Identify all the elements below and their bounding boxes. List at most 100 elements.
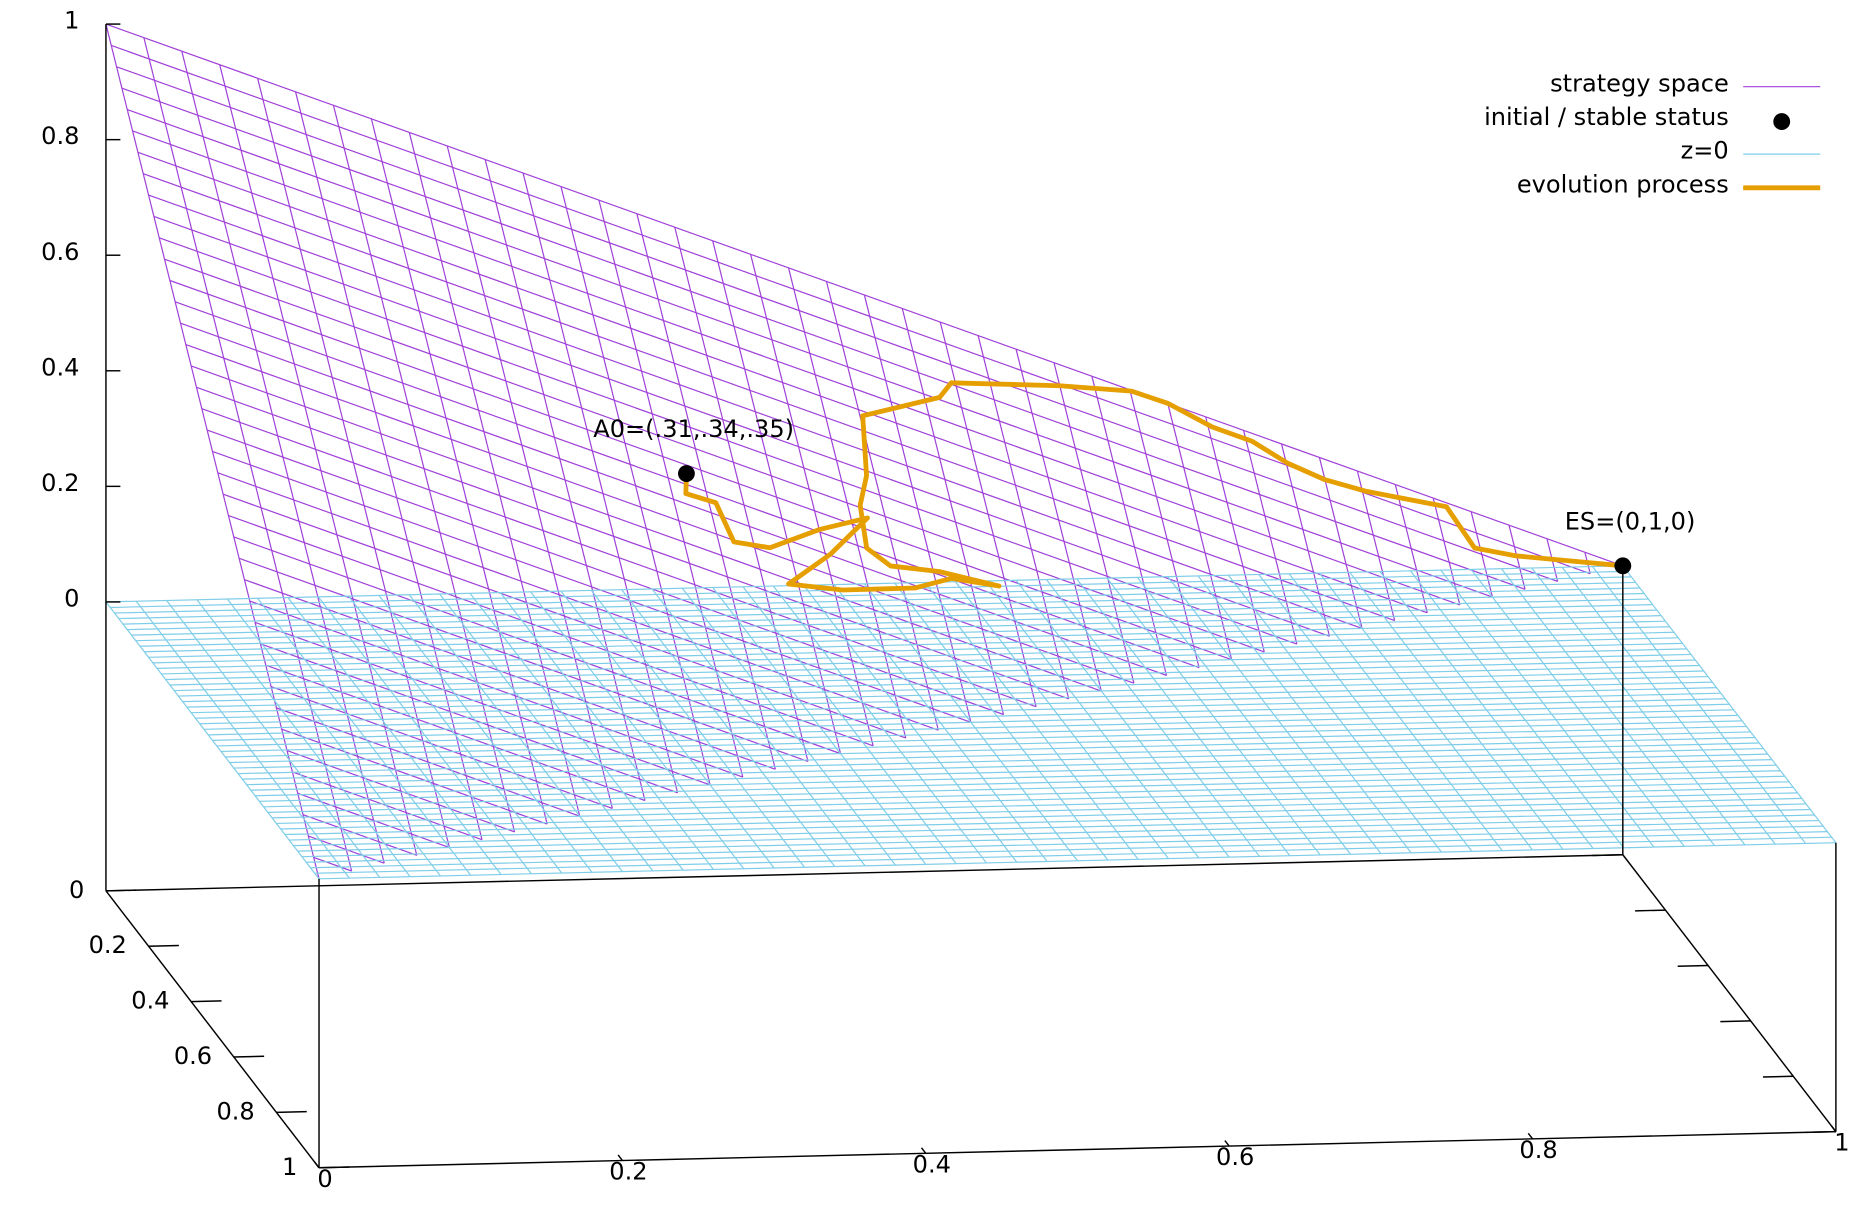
surface-mesh bbox=[196, 386, 1069, 700]
surface-mesh bbox=[901, 308, 1005, 715]
z-tick-label: 1 bbox=[64, 7, 79, 35]
z-tick-label: 0.6 bbox=[41, 238, 79, 266]
y-tick bbox=[191, 1000, 222, 1003]
plane-mesh bbox=[250, 753, 1768, 791]
plane-mesh bbox=[233, 731, 1751, 769]
plane-mesh bbox=[1045, 579, 1260, 857]
surface-mesh bbox=[297, 792, 450, 849]
y-tick-label: 0.6 bbox=[174, 1042, 212, 1070]
plane-mesh bbox=[1227, 574, 1442, 853]
plane-mesh bbox=[284, 797, 1802, 836]
plane-mesh bbox=[280, 792, 1798, 830]
plane-mesh bbox=[263, 770, 1781, 808]
plane-mesh bbox=[1379, 571, 1594, 849]
y-tick bbox=[1762, 1075, 1794, 1078]
plane-mesh bbox=[1500, 568, 1716, 846]
plane-mesh bbox=[1440, 569, 1655, 848]
x-tick-label: 0.8 bbox=[1519, 1136, 1557, 1164]
surface-mesh bbox=[233, 536, 841, 755]
surface-mesh bbox=[522, 172, 679, 793]
surface-mesh bbox=[206, 429, 1004, 716]
plane-mesh bbox=[1561, 566, 1776, 845]
plane-mesh bbox=[954, 581, 1169, 859]
plane-mesh bbox=[276, 786, 1794, 825]
z-tick-label: 0.2 bbox=[41, 469, 79, 497]
y-tick bbox=[319, 1166, 350, 1169]
x-tick bbox=[1831, 1125, 1837, 1133]
surface-mesh bbox=[1280, 443, 1331, 637]
status-point bbox=[678, 465, 695, 482]
plane-mesh bbox=[216, 709, 1734, 747]
surface-mesh bbox=[1015, 348, 1102, 692]
surface-mesh bbox=[185, 344, 1135, 684]
plane-mesh bbox=[267, 775, 1785, 813]
plane-mesh bbox=[319, 842, 1836, 880]
box-edge bbox=[105, 854, 1623, 892]
z-tick-label: 0 bbox=[64, 585, 79, 613]
surface-mesh bbox=[863, 294, 972, 723]
plane-mesh bbox=[1258, 574, 1473, 852]
box-edge bbox=[1622, 854, 1837, 1133]
box-edge bbox=[105, 890, 320, 1169]
y-tick-label: 0 bbox=[69, 876, 84, 904]
plane-mesh bbox=[229, 725, 1747, 764]
surface-mesh bbox=[1356, 470, 1396, 621]
surface-mesh bbox=[132, 130, 1461, 606]
y-tick bbox=[148, 944, 179, 947]
surface-mesh bbox=[244, 579, 776, 770]
plane-mesh bbox=[220, 714, 1738, 753]
plane-mesh bbox=[310, 831, 1828, 869]
plane-mesh bbox=[1167, 576, 1382, 854]
legend-label: initial / stable status bbox=[1484, 103, 1729, 131]
plane-mesh bbox=[242, 742, 1760, 780]
y-tick bbox=[1592, 854, 1623, 857]
surface-mesh bbox=[1243, 430, 1298, 645]
plane-mesh bbox=[1076, 578, 1291, 857]
plane-mesh bbox=[238, 736, 1755, 775]
surface-mesh bbox=[180, 322, 1167, 676]
surface-mesh bbox=[598, 199, 744, 778]
x-tick-label: 0 bbox=[317, 1165, 332, 1193]
surface-mesh bbox=[750, 254, 874, 746]
y-tick bbox=[1635, 909, 1666, 912]
plane-mesh bbox=[1318, 572, 1534, 851]
y-tick-label: 0.8 bbox=[216, 1097, 254, 1125]
surface-mesh bbox=[270, 685, 613, 809]
y-tick-label: 0.4 bbox=[131, 987, 169, 1015]
y-tick-label: 1 bbox=[282, 1153, 297, 1181]
surface-mesh bbox=[1167, 403, 1233, 660]
y-tick bbox=[233, 1055, 265, 1058]
plane-mesh bbox=[246, 747, 1764, 786]
surface-mesh bbox=[313, 856, 352, 872]
surface-mesh bbox=[1205, 416, 1265, 653]
plane-mesh bbox=[225, 720, 1743, 758]
status-point bbox=[1614, 557, 1632, 575]
y-tick bbox=[1720, 1020, 1751, 1023]
surface-mesh bbox=[1129, 389, 1200, 668]
plane-mesh bbox=[1470, 569, 1685, 847]
surface-mesh bbox=[1091, 376, 1168, 676]
x-tick bbox=[314, 1161, 320, 1169]
x-tick bbox=[920, 1147, 927, 1154]
plane-mesh bbox=[272, 781, 1790, 819]
plane-mesh bbox=[1622, 565, 1837, 844]
x-tick bbox=[617, 1154, 623, 1161]
y-tick-label: 0.2 bbox=[89, 931, 127, 959]
plane-mesh bbox=[289, 803, 1807, 841]
plane-mesh bbox=[1136, 577, 1351, 855]
legend-label: strategy space bbox=[1550, 69, 1729, 97]
surface-mesh bbox=[1053, 362, 1135, 684]
surface-mesh bbox=[260, 643, 678, 794]
z-tick-label: 0.4 bbox=[41, 353, 79, 381]
surface-mesh bbox=[201, 408, 1037, 708]
surface-mesh bbox=[121, 87, 1526, 590]
plane-mesh bbox=[985, 580, 1200, 859]
surface-mesh bbox=[153, 215, 1330, 637]
x-tick-label: 1 bbox=[1834, 1129, 1849, 1157]
surface-mesh bbox=[164, 258, 1265, 653]
plane-mesh bbox=[1349, 571, 1564, 850]
y-tick bbox=[276, 1110, 307, 1114]
plane-mesh bbox=[1531, 567, 1746, 846]
legend-swatch bbox=[1773, 113, 1791, 131]
